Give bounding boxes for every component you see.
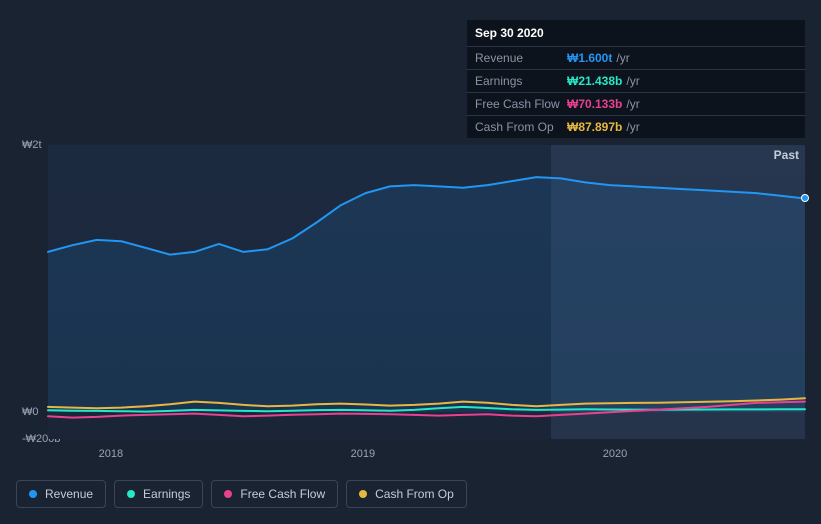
tooltip-row: Free Cash Flow₩70.133b/yr [467, 93, 805, 116]
tooltip-row-value: ₩21.438b [567, 74, 622, 88]
past-label: Past [774, 148, 799, 162]
tooltip-row-label: Earnings [475, 74, 567, 88]
legend-swatch-icon [29, 490, 37, 498]
tooltip-date: Sep 30 2020 [467, 20, 805, 47]
x-axis-tick: 2018 [99, 448, 123, 460]
legend-item-label: Earnings [143, 487, 190, 501]
y-axis-tick: ₩2t [22, 139, 42, 151]
legend-item-earnings[interactable]: Earnings [114, 480, 203, 508]
tooltip-row-unit: /yr [626, 97, 639, 111]
tooltip-row-unit: /yr [616, 51, 629, 65]
chart-tooltip: Sep 30 2020 Revenue₩1.600t/yrEarnings₩21… [467, 20, 805, 138]
tooltip-row-label: Free Cash Flow [475, 97, 567, 111]
legend-item-fcf[interactable]: Free Cash Flow [211, 480, 338, 508]
tooltip-row-value: ₩87.897b [567, 120, 622, 134]
tooltip-row-value: ₩70.133b [567, 97, 622, 111]
tooltip-row: Revenue₩1.600t/yr [467, 47, 805, 70]
tooltip-row-value: ₩1.600t [567, 51, 612, 65]
legend-swatch-icon [127, 490, 135, 498]
legend-swatch-icon [224, 490, 232, 498]
tooltip-row: Earnings₩21.438b/yr [467, 70, 805, 93]
legend-swatch-icon [359, 490, 367, 498]
series-fill-revenue [48, 177, 805, 412]
tooltip-row-label: Cash From Op [475, 120, 567, 134]
chart-legend: Revenue Earnings Free Cash Flow Cash From O… [16, 480, 467, 508]
legend-item-label: Free Cash Flow [240, 487, 325, 501]
legend-item-revenue[interactable]: Revenue [16, 480, 106, 508]
legend-item-label: Cash From Op [375, 487, 454, 501]
tooltip-row-unit: /yr [626, 120, 639, 134]
financials-chart: Sep 30 2020 Revenue₩1.600t/yrEarnings₩21… [0, 0, 821, 524]
x-axis-tick: 2020 [603, 448, 627, 460]
y-axis-tick: ₩0 [22, 406, 39, 418]
legend-item-cfo[interactable]: Cash From Op [346, 480, 467, 508]
tooltip-row-label: Revenue [475, 51, 567, 65]
end-marker-revenue [801, 194, 809, 202]
tooltip-row-unit: /yr [626, 74, 639, 88]
legend-item-label: Revenue [45, 487, 93, 501]
x-axis-tick: 2019 [351, 448, 375, 460]
tooltip-row: Cash From Op₩87.897b/yr [467, 116, 805, 138]
chart-lines [48, 145, 805, 439]
plot-area[interactable] [48, 145, 805, 439]
